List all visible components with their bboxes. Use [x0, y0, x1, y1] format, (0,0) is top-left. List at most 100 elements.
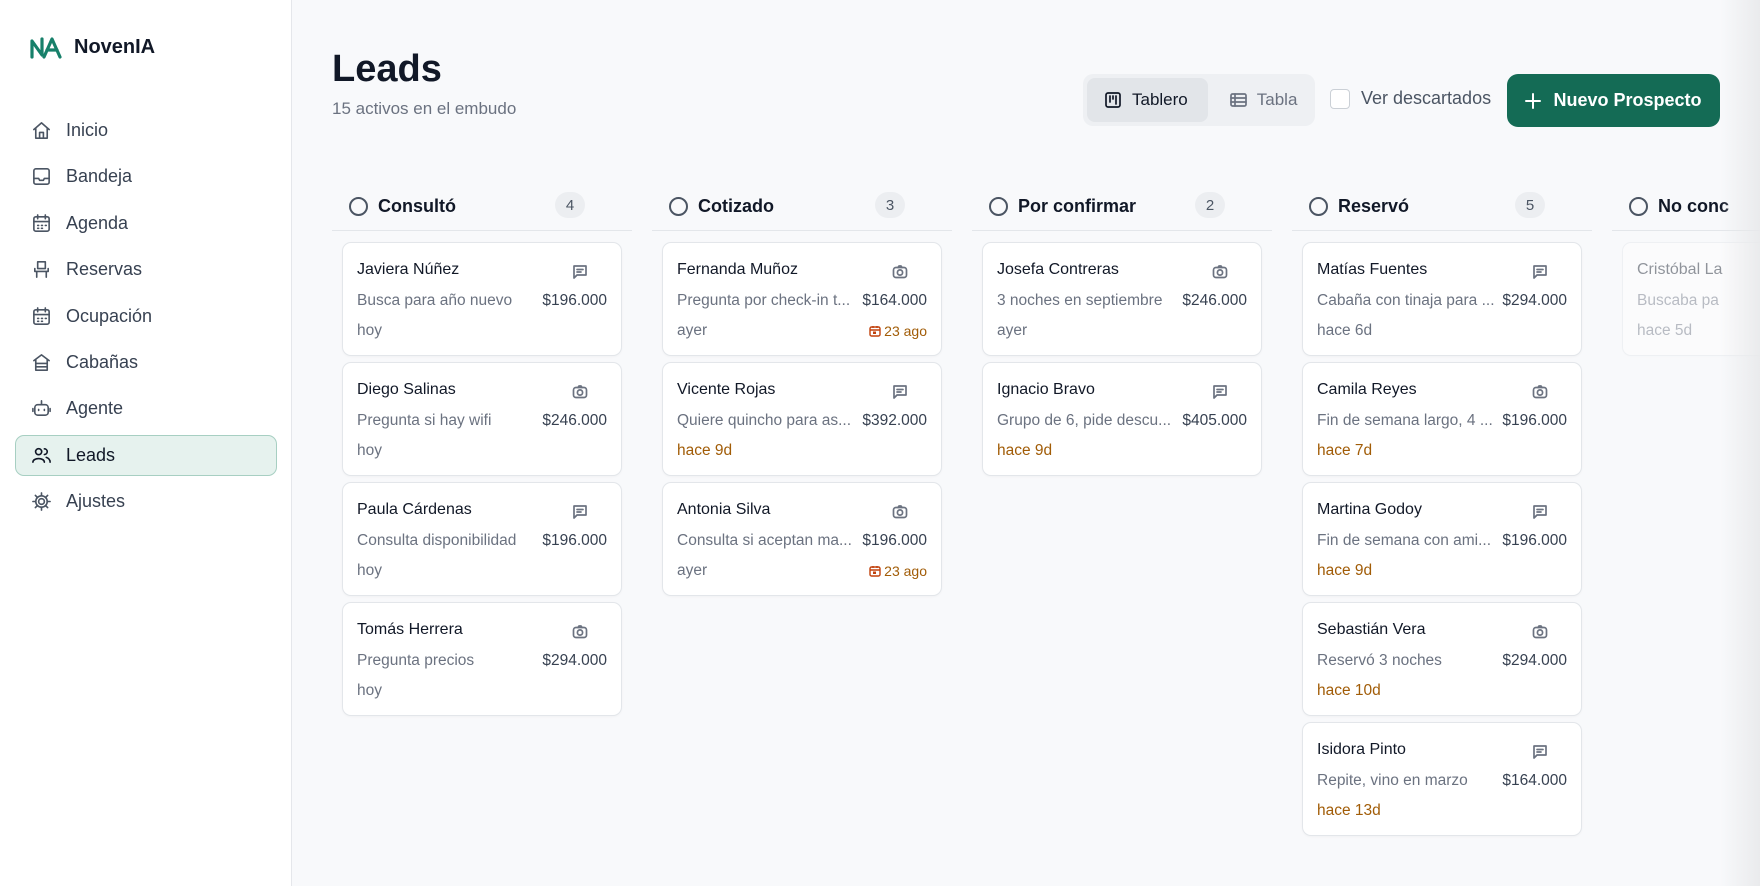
filter-toggle[interactable]: Ver descartados: [1330, 88, 1491, 109]
lead-time: ayer: [677, 562, 708, 579]
due-icon: [869, 566, 881, 577]
lead-card[interactable]: Paula Cárdenas Consulta disponibilidad $19…: [342, 482, 622, 596]
channel-icon: [1533, 505, 1547, 519]
lead-name: Cristóbal La: [1637, 261, 1723, 278]
nav-label: Agente: [66, 398, 124, 419]
lead-amount: $294.000: [1502, 652, 1567, 669]
lead-amount: $294.000: [1502, 292, 1567, 309]
lead-time: hoy: [357, 562, 382, 579]
lead-card[interactable]: Josefa Contreras 3 noches en septiembre $2…: [982, 242, 1262, 356]
nav-label: Reservas: [66, 259, 143, 280]
lead-note: Pregunta precios: [357, 652, 475, 669]
column-title: Por confirmar: [1018, 196, 1137, 216]
lead-time: ayer: [677, 322, 708, 339]
nav-label: Ocupación: [66, 305, 153, 326]
channel-icon: [1533, 745, 1547, 759]
lead-amount: $392.000: [862, 412, 927, 429]
lead-time: hoy: [357, 442, 382, 459]
lead-note: Repite, vino en marzo: [1317, 772, 1468, 789]
nav-item[interactable]: Agente: [15, 388, 277, 429]
nav-label: Agenda: [66, 212, 129, 233]
nav-item[interactable]: Ajustes: [15, 481, 277, 522]
view-option[interactable]: Tabla: [1212, 78, 1318, 122]
nav-item[interactable]: Leads: [15, 434, 277, 476]
status-circle: [1629, 197, 1648, 216]
lead-name: Ignacio Bravo: [997, 381, 1095, 398]
brand-name: NovenIA: [74, 36, 156, 58]
lead-note: Quiere quincho para as...: [677, 412, 852, 429]
column-header: Consultó 4: [332, 185, 632, 231]
column-count: 5: [1515, 192, 1545, 218]
brand[interactable]: NovenIA: [30, 36, 155, 59]
nav-item[interactable]: Bandeja: [15, 156, 277, 197]
lead-card[interactable]: Ignacio Bravo Grupo de 6, pide descu... $4…: [982, 362, 1262, 476]
nav-icon: [34, 261, 49, 279]
nav-item[interactable]: Cabañas: [15, 342, 277, 383]
lead-card[interactable]: Sebastián Vera Reservó 3 noches $294.000 ha…: [1302, 602, 1582, 716]
lead-note: Cabaña con tinaja para ...: [1317, 292, 1495, 309]
nav-item[interactable]: Inicio: [15, 110, 277, 151]
nav: Inicio Bandeja Agenda Reservas Ocupación Caba…: [15, 110, 277, 522]
view-option[interactable]: Tablero: [1087, 78, 1208, 122]
channel-icon: [893, 385, 907, 399]
lead-card[interactable]: Vicente Rojas Quiere quincho para as... $3…: [662, 362, 942, 476]
lead-card[interactable]: Tomás Herrera Pregunta precios $294.000 hoy: [342, 602, 622, 716]
nav-icon: [33, 122, 50, 139]
column-title: No conc: [1658, 196, 1730, 216]
nav-label: Cabañas: [66, 351, 139, 372]
status-circle: [1309, 197, 1328, 216]
lead-name: Sebastián Vera: [1317, 621, 1426, 638]
lead-card[interactable]: Javiera Núñez Busca para año nuevo $196.00…: [342, 242, 622, 356]
lead-card[interactable]: Camila Reyes Fin de semana largo, 4 ... $1…: [1302, 362, 1582, 476]
column-header: No conc: [1612, 185, 1760, 231]
lead-note: Pregunta si hay wifi: [357, 412, 492, 429]
nav-icon: [33, 168, 50, 186]
card-list: Javiera Núñez Busca para año nuevo $196.00…: [342, 242, 632, 716]
nav-item[interactable]: Ocupación: [15, 296, 277, 337]
view-icon: [1105, 92, 1121, 108]
lead-amount: $405.000: [1182, 412, 1247, 429]
lead-amount: $246.000: [542, 412, 607, 429]
nav-label: Ajustes: [66, 491, 126, 512]
lead-note: Busca para año nuevo: [357, 292, 513, 309]
nav-item[interactable]: Agenda: [15, 203, 277, 244]
card-list: Josefa Contreras 3 noches en septiembre $2…: [982, 242, 1272, 476]
filter-label: Ver descartados: [1361, 88, 1492, 108]
lead-amount: $164.000: [1502, 772, 1567, 789]
lead-time: ayer: [997, 322, 1028, 339]
nav-item[interactable]: Reservas: [15, 249, 277, 290]
column-count: 3: [875, 192, 905, 218]
lead-note: Consulta disponibilidad: [357, 532, 517, 549]
column-title: Reservó: [1338, 196, 1410, 216]
page-title: Leads: [332, 48, 442, 90]
lead-name: Diego Salinas: [357, 381, 456, 398]
channel-icon: [573, 505, 587, 519]
new-lead-button[interactable]: Nuevo Prospecto: [1507, 74, 1720, 127]
lead-due: 23 ago: [869, 563, 927, 579]
checkbox[interactable]: [1330, 88, 1350, 109]
column: Por confirmar 2 Josefa Contreras 3 noches e…: [972, 185, 1272, 476]
lead-time: hace 7d: [1317, 442, 1373, 459]
lead-card[interactable]: Antonia Silva Consulta si aceptan ma... $1…: [662, 482, 942, 596]
nav-icon: [32, 447, 51, 463]
status-circle: [349, 197, 368, 216]
due-date: 23 ago: [884, 323, 927, 339]
lead-note: 3 noches en septiembre: [997, 292, 1163, 309]
sidebar: NovenIA Inicio Bandeja Agenda Reservas Ocupa…: [0, 0, 292, 886]
lead-note: Grupo de 6, pide descu...: [997, 412, 1172, 429]
lead-card[interactable]: Diego Salinas Pregunta si hay wifi $246.00…: [342, 362, 622, 476]
column-header: Por confirmar 2: [972, 185, 1272, 231]
lead-time: hoy: [357, 682, 382, 699]
due-date: 23 ago: [884, 563, 927, 579]
nav-label: Bandeja: [66, 166, 133, 187]
lead-amount: $196.000: [542, 292, 607, 309]
lead-card[interactable]: Martina Godoy Fin de semana con ami... $19…: [1302, 482, 1582, 596]
lead-card[interactable]: Isidora Pinto Repite, vino en marzo $164.0…: [1302, 722, 1582, 836]
main: Leads 15 activos en el embudo Tablero Tab…: [292, 0, 1760, 886]
view-switch: Tablero Tabla: [1083, 74, 1315, 126]
lead-card[interactable]: Fernanda Muñoz Pregunta por check-in t...…: [662, 242, 942, 356]
channel-icon: [572, 625, 588, 639]
lead-card[interactable]: Matías Fuentes Cabaña con tinaja para ...…: [1302, 242, 1582, 356]
channel-icon: [1532, 625, 1548, 639]
